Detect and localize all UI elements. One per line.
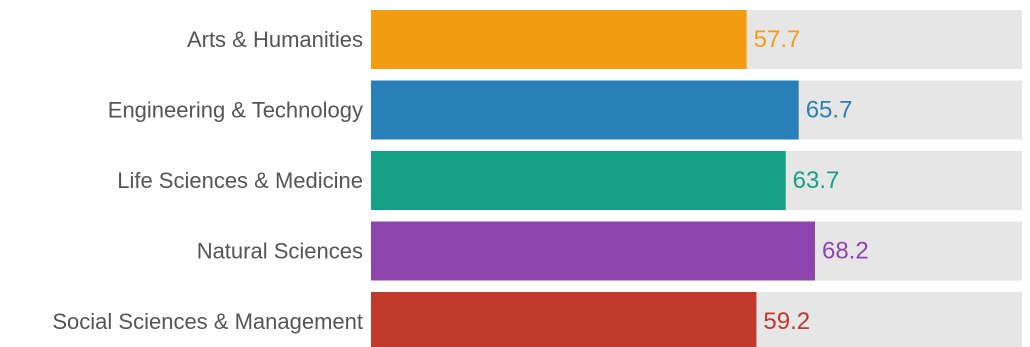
value-label-arts-humanities: 57.7 — [754, 26, 801, 53]
value-label-natural-sciences: 68.2 — [822, 238, 869, 265]
category-label-arts-humanities: Arts & Humanities — [187, 27, 363, 52]
category-label-engineering-technology: Engineering & Technology — [108, 98, 363, 123]
value-label-life-sciences-medicine: 63.7 — [793, 167, 840, 194]
value-label-engineering-technology: 65.7 — [806, 97, 853, 124]
bar-group: Arts & Humanities 57.7 Engineering & Techn… — [52, 10, 1022, 347]
category-label-life-sciences-medicine: Life Sciences & Medicine — [117, 168, 363, 193]
bar-arts-humanities — [371, 10, 747, 69]
bar-life-sciences-medicine — [371, 151, 786, 210]
bar-natural-sciences — [371, 221, 815, 281]
bar-social-sciences-management — [371, 292, 757, 347]
value-label-social-sciences-management: 59.2 — [763, 308, 810, 335]
category-label-natural-sciences: Natural Sciences — [197, 239, 363, 264]
bar-engineering-technology — [371, 80, 799, 140]
category-label-social-sciences-management: Social Sciences & Management — [52, 309, 363, 334]
